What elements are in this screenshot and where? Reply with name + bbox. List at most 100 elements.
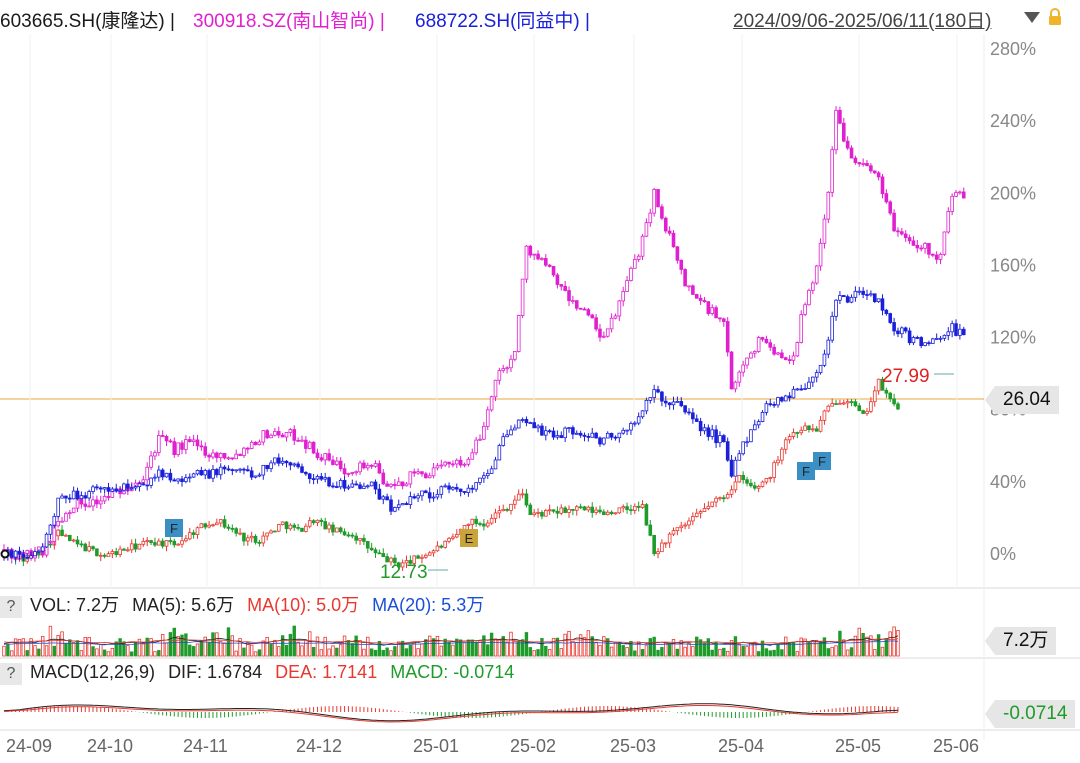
candle-body <box>319 476 324 480</box>
candle-body <box>412 555 417 564</box>
candle-body <box>203 523 208 528</box>
candle-body <box>706 301 711 314</box>
volume-bar <box>41 635 45 657</box>
volume-bar <box>280 635 285 657</box>
candle-body <box>269 462 273 470</box>
volume-bar <box>308 631 312 657</box>
candle-body <box>849 401 854 404</box>
volume-bar <box>648 638 652 657</box>
stock-300918-label[interactable]: 300918.SZ(南山智尚) | <box>193 11 385 32</box>
candle-body <box>280 521 285 525</box>
candle-body <box>195 470 200 475</box>
candle-body <box>652 189 656 214</box>
date-range-selector[interactable]: 2024/09/06-2025/06/11(180日) <box>733 11 992 32</box>
volume-bar <box>168 632 173 657</box>
event-marker[interactable] <box>797 462 815 480</box>
candle-body <box>830 149 834 193</box>
candle-body <box>393 507 397 512</box>
candle-body <box>87 505 91 508</box>
candle-body <box>532 253 536 256</box>
event-marker[interactable] <box>460 529 478 547</box>
candle-body <box>466 458 471 465</box>
candle-body <box>571 427 575 435</box>
volume-bar <box>91 646 95 657</box>
candle-body <box>358 462 362 473</box>
volume-bar <box>195 643 200 657</box>
candle-body <box>172 540 177 546</box>
candle-body <box>207 470 211 479</box>
candle-body <box>377 552 382 555</box>
candle-body <box>98 554 103 557</box>
candle-body <box>741 474 745 481</box>
volume-bar <box>602 636 606 657</box>
candle-body <box>478 477 482 483</box>
candle-body <box>780 397 784 402</box>
candle-body <box>164 472 169 478</box>
candle-body <box>513 351 517 360</box>
candle-body <box>783 357 788 360</box>
x-axis-tick-label: 25-01 <box>413 736 459 756</box>
candle-body <box>663 400 668 404</box>
help-icon[interactable]: ? <box>0 596 22 618</box>
candle-body <box>207 454 211 458</box>
candle-body <box>412 471 417 474</box>
candle-body <box>845 140 850 149</box>
candle-body <box>555 274 560 285</box>
candle-body <box>164 540 169 547</box>
volume-bar <box>888 631 892 657</box>
candle-body <box>814 372 819 378</box>
candle-body <box>578 506 583 509</box>
candle-body <box>335 527 339 533</box>
candle-body <box>435 493 440 498</box>
event-marker[interactable] <box>813 452 831 470</box>
stock-603665-label[interactable]: 603665.SH(康隆达) | <box>0 11 175 32</box>
event-marker[interactable] <box>165 519 183 537</box>
volume-bar <box>427 635 432 657</box>
chevron-down-icon[interactable] <box>1024 12 1040 23</box>
candle-body <box>323 521 328 530</box>
candle-body <box>582 506 587 511</box>
volume-bar <box>234 650 238 657</box>
volume-bar <box>849 647 854 657</box>
candle-body <box>246 469 250 472</box>
candle-body <box>524 419 529 424</box>
y-axis-tick-label: 0% <box>990 544 1016 564</box>
volume-bar <box>455 638 459 657</box>
candle-body <box>772 404 776 406</box>
candle-body <box>706 505 711 509</box>
candle-body <box>636 505 641 508</box>
volume-bar <box>311 647 316 657</box>
candle-body <box>168 472 173 481</box>
volume-bar <box>319 649 324 657</box>
volume-bar <box>188 644 192 657</box>
volume-bar <box>513 640 517 657</box>
volume-bar <box>772 649 776 657</box>
candle-body <box>222 466 227 470</box>
help-icon[interactable]: ? <box>0 663 22 685</box>
candle-body <box>354 471 358 474</box>
candle-body <box>505 434 509 438</box>
volume-bar <box>555 637 560 657</box>
candle-body <box>431 550 436 554</box>
candle-body <box>590 314 595 319</box>
candle-body <box>880 176 885 195</box>
candle-body <box>667 230 672 234</box>
candle-body <box>737 371 742 383</box>
volume-bar <box>277 646 281 657</box>
candle-body <box>625 506 629 511</box>
lock-icon[interactable] <box>1048 8 1062 26</box>
candle-body <box>845 401 850 404</box>
stock-688722-label[interactable]: 688722.SH(同益中) | <box>415 11 590 32</box>
candle-body <box>633 505 637 511</box>
candle-body <box>903 233 908 239</box>
candle-body <box>660 206 664 219</box>
vol-label: VOL: 7.2万 <box>30 595 120 615</box>
candle-body <box>180 478 184 482</box>
candle-body <box>536 253 540 260</box>
candle-body <box>133 543 138 550</box>
candle-body <box>826 405 831 412</box>
candle-body <box>745 441 749 444</box>
candle-body <box>919 247 923 250</box>
volume-bar <box>335 647 339 657</box>
